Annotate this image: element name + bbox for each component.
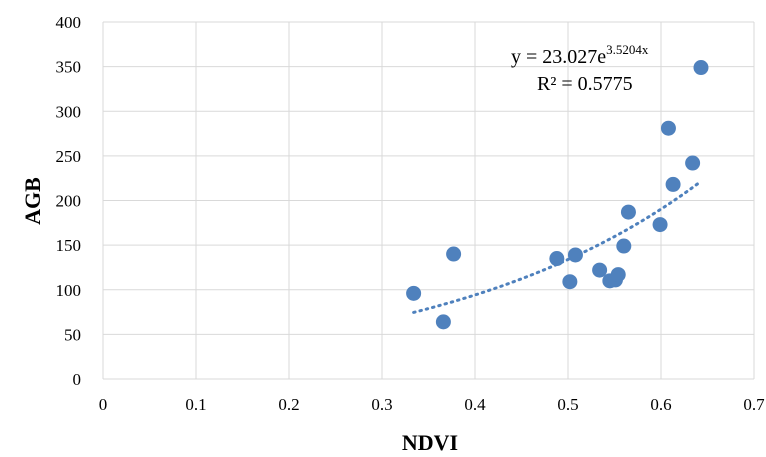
r-squared-label: R² = 0.5775: [537, 73, 633, 95]
data-points: [406, 60, 709, 330]
x-tick-label: 0.4: [464, 395, 486, 414]
x-tick-label: 0.7: [743, 395, 765, 414]
data-point: [652, 217, 668, 233]
x-tick-label: 0.6: [650, 395, 671, 414]
data-point: [549, 251, 565, 267]
x-tick-labels: 0 0.1 0.2 0.3 0.4 0.5 0.6 0.7: [99, 395, 765, 414]
y-axis-title: AGB: [20, 177, 45, 225]
equation-main: y = 23.027e3.5204x: [511, 42, 649, 68]
y-tick-label: 0: [73, 370, 82, 389]
y-tick-label: 100: [56, 281, 82, 300]
data-point: [693, 60, 709, 76]
grid-lines: [102, 21, 755, 380]
data-point: [446, 246, 462, 262]
data-point: [610, 267, 626, 283]
x-tick-label: 0.2: [278, 395, 299, 414]
y-tick-label: 250: [56, 147, 82, 166]
data-point: [685, 155, 701, 171]
y-tick-label: 200: [56, 192, 82, 211]
data-point: [567, 247, 583, 263]
y-tick-labels: 0 50 100 150 200 250 300 350 400: [56, 13, 82, 389]
y-tick-label: 300: [56, 102, 82, 121]
data-point: [435, 314, 451, 330]
x-tick-label: 0.5: [557, 395, 578, 414]
y-tick-label: 350: [56, 58, 82, 77]
x-tick-label: 0.1: [185, 395, 206, 414]
data-point: [592, 262, 608, 278]
data-point: [660, 120, 676, 136]
data-point: [616, 238, 632, 254]
x-axis-title: NDVI: [402, 430, 458, 455]
equation-exponent: 3.5204x: [606, 42, 649, 57]
data-point: [406, 285, 422, 301]
x-tick-label: 0: [99, 395, 108, 414]
x-tick-label: 0.3: [371, 395, 392, 414]
data-point: [665, 176, 681, 192]
y-tick-label: 50: [64, 325, 81, 344]
y-tick-label: 400: [56, 13, 82, 32]
y-tick-label: 150: [56, 236, 82, 255]
data-point: [620, 204, 636, 220]
data-point: [562, 274, 578, 290]
trendline-equation: y = 23.027e3.5204x R² = 0.5775: [511, 42, 649, 95]
